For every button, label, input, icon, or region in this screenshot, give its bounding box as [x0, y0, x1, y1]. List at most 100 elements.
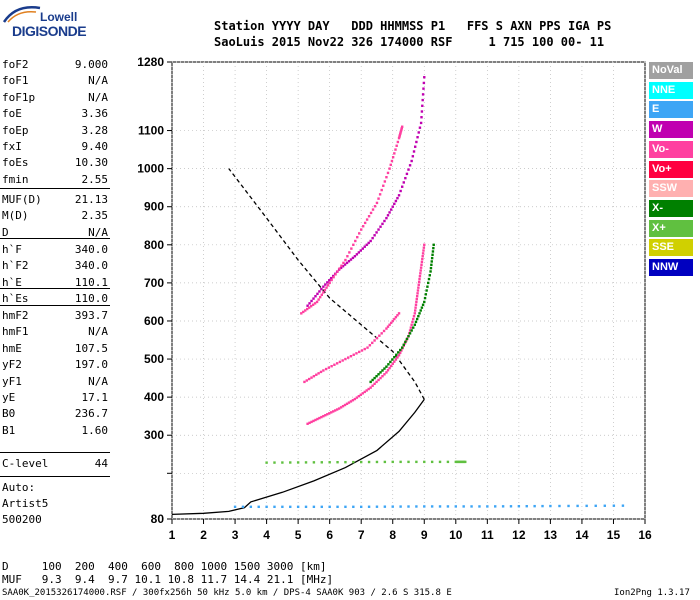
series-2nd-hop-point — [324, 283, 327, 286]
series-es-2-point — [296, 461, 300, 464]
series-2nd-hop-upper-point — [355, 352, 358, 355]
series-3rd-hop-point — [382, 184, 385, 187]
series-es-point — [525, 504, 528, 508]
series-2nd-hop-point — [405, 172, 409, 176]
series-3rd-hop-point — [388, 167, 391, 170]
series-2nd-hop-point — [347, 260, 351, 263]
series-2nd-hop-point — [386, 214, 390, 217]
header-labels: Station YYYY DAY DDD HHMMSS P1 FFS S AXN… — [214, 19, 612, 33]
series-2nd-hop-upper-point — [330, 364, 333, 368]
series-es-point — [312, 505, 316, 509]
param-key: hmF2 — [2, 309, 29, 322]
series-x-trace-point — [399, 348, 402, 352]
param-value: N/A — [88, 74, 108, 88]
series-o-trace-point — [419, 269, 422, 272]
legend-item-nnw: NNW — [649, 259, 693, 276]
series-2nd-hop-upper-point — [305, 379, 309, 382]
series-2nd-hop-point — [423, 76, 426, 79]
series-x-trace-point — [427, 277, 431, 281]
param-key: B1 — [2, 423, 16, 437]
param-separator — [0, 238, 110, 239]
param-key: yF1 — [2, 374, 22, 388]
param-key: h`F — [2, 243, 22, 256]
series-es-point — [612, 504, 616, 507]
series-3rd-hop-point — [323, 288, 327, 292]
series-es-2-point — [336, 461, 339, 464]
series-o-trace-point — [361, 392, 364, 395]
series-3rd-hop-point — [399, 131, 402, 134]
param-key: h`E — [2, 275, 22, 289]
series-es-point — [446, 505, 450, 508]
series-o-trace-point — [412, 315, 416, 318]
param-row: M(D) 2.35 — [2, 208, 108, 224]
series-3rd-hop-point — [383, 180, 387, 183]
series-o-trace-point — [369, 386, 372, 389]
series-o-trace-point — [339, 406, 343, 409]
series-2nd-hop-upper-point — [341, 359, 344, 362]
param-row: yF2 197.0 — [2, 357, 108, 373]
param-value: 21.13 — [74, 193, 108, 206]
series-es-point — [289, 505, 292, 509]
series-2nd-hop-point — [410, 159, 413, 163]
series-2nd-hop-point — [402, 181, 405, 184]
param-key: yF2 — [2, 358, 22, 372]
y-tick-label: 400 — [144, 390, 164, 404]
series-x-trace-point — [425, 289, 428, 292]
x-tick-label: 5 — [295, 528, 302, 542]
series-es-point — [438, 505, 442, 508]
series-2nd-hop-upper-point — [349, 354, 353, 358]
series-3rd-hop-point — [393, 152, 396, 155]
x-tick-label: 1 — [169, 528, 176, 542]
y-tick-label: 500 — [144, 352, 164, 366]
series-2nd-hop-upper-point — [317, 372, 320, 375]
series-x-trace-point — [410, 329, 413, 332]
param-row: foEp 3.28 — [2, 123, 108, 139]
series-x-trace-point — [426, 285, 429, 288]
param-value: 3.28 — [81, 123, 109, 137]
param-row: hmF1 N/A — [2, 324, 108, 340]
series-3rd-hop-point — [398, 135, 401, 138]
series-x-trace-point — [377, 373, 380, 376]
series-es-2-point — [399, 460, 402, 464]
series-3rd-hop-point — [317, 298, 320, 301]
series-2nd-hop-point — [421, 98, 424, 102]
series-3rd-hop-point — [400, 126, 403, 130]
series-o-trace-point — [385, 371, 388, 374]
series-es-point — [336, 505, 339, 509]
series-o-trace-point — [413, 312, 417, 315]
series-es-point — [509, 505, 513, 508]
series-es-2-point — [367, 460, 371, 464]
series-o-trace-point — [365, 389, 368, 392]
series-3rd-hop-point — [385, 176, 388, 179]
series-2nd-hop-upper-point — [352, 353, 355, 356]
param-value: N/A — [88, 225, 108, 239]
legend-item-x-: X- — [649, 199, 693, 217]
legend-item-e: E — [649, 101, 693, 119]
series-3rd-hop-point — [332, 275, 335, 279]
series-2nd-hop-upper-point — [386, 325, 390, 328]
series-2nd-hop-upper-point — [375, 336, 379, 340]
param-row: foEs 10.30 — [2, 155, 108, 171]
series-es-point — [375, 505, 379, 508]
series-o-trace-point — [389, 364, 393, 368]
x-tick-label: 4 — [263, 528, 270, 542]
series-2nd-hop-point — [404, 176, 407, 180]
series-o-trace-point — [349, 400, 353, 403]
series-2nd-hop-upper-point — [380, 332, 383, 335]
series-x-trace-point — [417, 315, 420, 318]
series-es-2-point — [375, 460, 379, 464]
series-3rd-hop-point — [365, 218, 369, 221]
series-2nd-hop-point — [400, 185, 404, 188]
footer-version: Ion2Png 1.3.17 — [614, 588, 690, 598]
series-2nd-hop-point — [353, 255, 357, 258]
param-value: 17.1 — [81, 391, 109, 404]
param-row: fmin 2.55 — [2, 172, 108, 188]
series-3rd-hop-point — [367, 215, 371, 218]
series-3rd-hop-point — [373, 205, 377, 208]
param-key: h`F2 — [2, 259, 29, 273]
series-es-2-point — [446, 460, 450, 464]
series-2nd-hop-point — [322, 285, 325, 288]
param-value: 107.5 — [74, 341, 108, 355]
series-x-trace-point — [419, 309, 422, 312]
x-tick-label: 7 — [358, 528, 365, 542]
